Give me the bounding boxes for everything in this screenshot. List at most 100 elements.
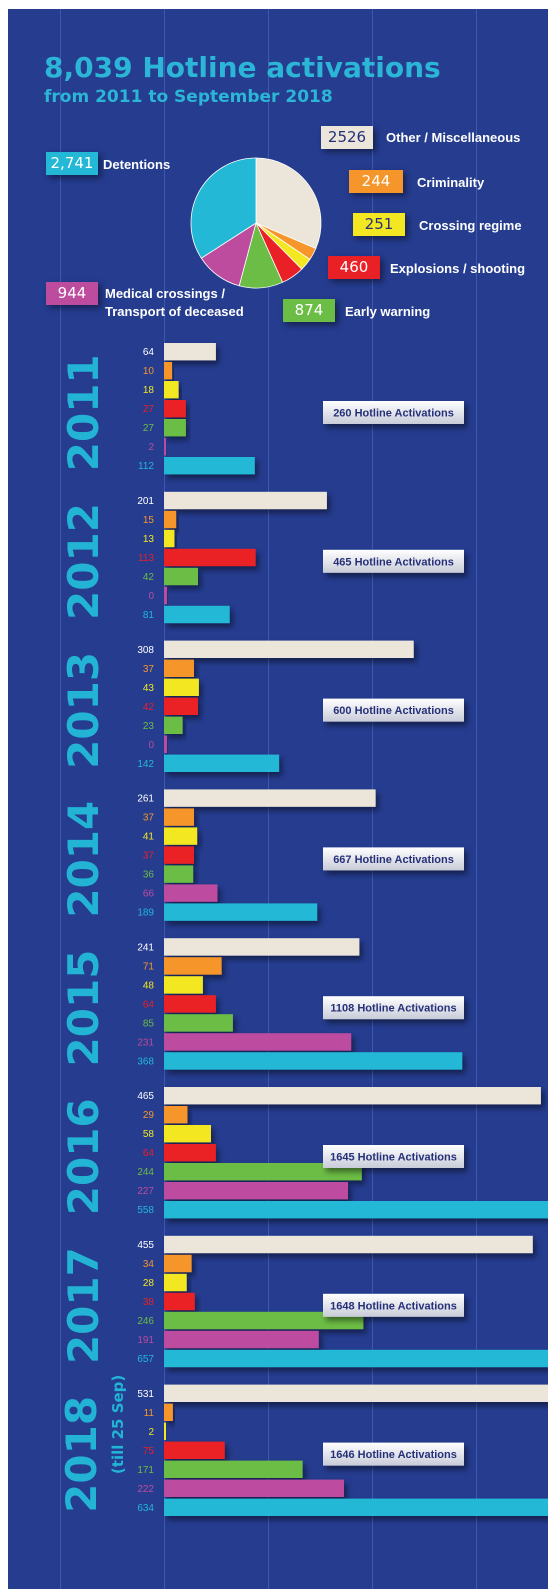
- total-box-2014: [323, 847, 464, 871]
- value-label-2014-other: 261: [137, 794, 154, 805]
- legend-label-other: Other / Miscellaneous: [386, 130, 521, 145]
- bar-2017-other: [164, 1235, 533, 1254]
- value-label-2013-other: 308: [137, 645, 154, 656]
- bar-2018-detentions: [164, 1498, 548, 1516]
- value-label-2012-detentions: 81: [143, 610, 155, 621]
- total-box-2016: [323, 1145, 464, 1168]
- value-label-2017-criminality: 34: [143, 1259, 155, 1270]
- year-block-2012: 201 15 13 113 42 0 81 465 Hotline Activations 20…: [59, 491, 464, 624]
- value-label-2011-crossing: 18: [143, 385, 155, 396]
- bar-2014-medical: [164, 884, 218, 902]
- pie-slice-other: [255, 157, 322, 250]
- total-box-2017: [323, 1293, 464, 1317]
- bar-2014-crossing: [164, 827, 198, 845]
- bar-2016-crossing: [164, 1125, 211, 1143]
- pie-chart: [190, 157, 322, 289]
- value-label-2011-criminality: 10: [143, 366, 155, 377]
- year-sublabel-2018: (till 25 Sep): [109, 1375, 127, 1474]
- page-title: 8,039 Hotline activations: [44, 51, 441, 84]
- bar-2017-criminality: [164, 1254, 192, 1273]
- value-label-2016-other: 465: [137, 1091, 154, 1102]
- value-label-2014-crossing: 41: [143, 832, 155, 843]
- bar-2018-explosions: [164, 1441, 225, 1459]
- value-label-2011-other: 64: [143, 347, 155, 358]
- bar-2016-detentions: [164, 1201, 548, 1219]
- bar-2013-early-warning: [164, 716, 183, 734]
- value-label-2014-medical: 66: [143, 889, 155, 900]
- value-label-2012-criminality: 15: [143, 515, 155, 526]
- bar-2017-crossing: [164, 1273, 187, 1292]
- value-label-2017-explosions: 38: [143, 1297, 155, 1308]
- bar-2011-early-warning: [164, 419, 186, 437]
- bar-2016-other: [164, 1087, 541, 1105]
- legend-badge-criminality: 244: [349, 170, 403, 193]
- year-label-2018: 2018: [57, 1396, 106, 1513]
- value-label-2013-medical: 0: [148, 740, 154, 751]
- year-block-2015: 241 71 48 64 85 231 368 1108 Hotline Activation…: [59, 938, 464, 1070]
- bar-2017-detentions: [164, 1349, 548, 1368]
- bar-2011-detentions: [164, 457, 255, 475]
- bar-2012-criminality: [164, 510, 177, 529]
- legend-label-crossing: Crossing regime: [419, 218, 522, 233]
- bar-2016-early-warning: [164, 1163, 362, 1181]
- bar-2016-explosions: [164, 1144, 216, 1162]
- value-label-2012-early-warning: 42: [143, 572, 155, 583]
- value-label-2014-criminality: 37: [143, 813, 155, 824]
- value-label-2016-explosions: 64: [143, 1148, 155, 1159]
- bar-2013-explosions: [164, 697, 198, 715]
- legend-badge-other: 2526: [321, 126, 373, 149]
- bar-2017-early-warning: [164, 1311, 364, 1330]
- bar-2013-criminality: [164, 659, 194, 677]
- bar-2015-other: [164, 938, 360, 956]
- total-label-2013: 600 Hotline Activations: [333, 705, 454, 717]
- legend-label-medical-line2: Transport of deceased: [105, 304, 244, 319]
- legend-badge-detentions: 2,741: [46, 152, 98, 175]
- bar-2011-explosions: [164, 400, 186, 418]
- bar-2018-early-warning: [164, 1460, 303, 1478]
- value-label-2015-early-warning: 85: [143, 1018, 155, 1029]
- total-label-2015: 1108 Hotline Activations: [330, 1003, 456, 1015]
- year-label-2014: 2014: [59, 801, 108, 918]
- bar-2016-medical: [164, 1182, 348, 1200]
- value-label-2013-criminality: 37: [143, 664, 155, 675]
- bar-2017-medical: [164, 1330, 319, 1349]
- value-label-2017-detentions: 657: [137, 1354, 154, 1365]
- bar-2011-criminality: [164, 362, 173, 380]
- pie-slice-detentions: [190, 157, 257, 259]
- value-label-2016-crossing: 58: [143, 1129, 155, 1140]
- gridline: [476, 9, 477, 1589]
- bar-2017-explosions: [164, 1292, 195, 1311]
- total-box-2013: [323, 698, 464, 722]
- value-label-2012-other: 201: [137, 496, 154, 507]
- total-label-2012: 465 Hotline Activations: [333, 556, 454, 568]
- value-label-2011-explosions: 27: [143, 404, 155, 415]
- value-label-2015-crossing: 48: [143, 980, 155, 991]
- bar-2012-early-warning: [164, 567, 198, 586]
- value-label-2015-explosions: 64: [143, 999, 155, 1010]
- year-block-2011: 64 10 18 27 27 2 112 260 Hotline Activations 201…: [59, 343, 464, 475]
- value-label-2016-criminality: 29: [143, 1110, 155, 1121]
- year-label-2016: 2016: [59, 1098, 108, 1215]
- bar-2013-other: [164, 640, 414, 658]
- value-label-2018-other: 531: [137, 1389, 154, 1400]
- bar-2014-criminality: [164, 808, 194, 826]
- year-label-2011: 2011: [59, 354, 108, 471]
- value-label-2015-other: 241: [137, 942, 154, 953]
- value-label-2017-early-warning: 246: [137, 1316, 154, 1327]
- year-block-2013: 308 37 43 42 23 0 142 600 Hotline Activations 20…: [59, 640, 464, 772]
- bar-2011-medical: [164, 438, 166, 456]
- total-box-2012: [323, 549, 464, 573]
- legend-badge-early-warning: 874: [283, 299, 335, 322]
- value-label-2016-early-warning: 244: [137, 1167, 154, 1178]
- bar-2011-other: [164, 343, 216, 361]
- bar-2013-detentions: [164, 754, 280, 772]
- value-label-2014-detentions: 189: [137, 908, 154, 919]
- bar-2014-detentions: [164, 903, 318, 921]
- value-label-2012-medical: 0: [148, 591, 154, 602]
- legend-label-medical-line1: Medical crossings /: [105, 286, 225, 301]
- bar-2015-detentions: [164, 1052, 463, 1070]
- year-block-2014: 261 37 41 37 36 66 189 667 Hotline Activations 2…: [59, 789, 464, 921]
- bar-2012-explosions: [164, 548, 256, 567]
- value-label-2017-crossing: 28: [143, 1278, 155, 1289]
